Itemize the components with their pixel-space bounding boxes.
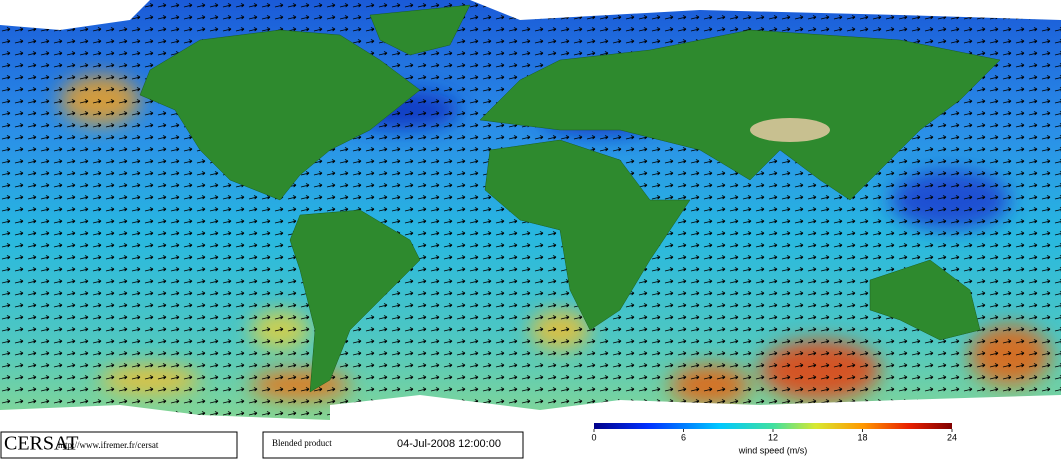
- footer: CERSAT http://www.ifremer.fr/cersat Blen…: [0, 423, 1061, 462]
- url: http://www.ifremer.fr/cersat: [58, 440, 159, 450]
- info-box: [262, 431, 524, 459]
- colorbar: [594, 423, 952, 429]
- logo: CERSAT: [4, 433, 78, 455]
- logo-box: [0, 431, 238, 459]
- product: Blended product: [272, 438, 332, 448]
- land: [139, 4, 1001, 393]
- colorbar-tick-label: 24: [947, 432, 957, 442]
- colorbar-tick-label: 0: [591, 432, 596, 442]
- ice: [0, 0, 1061, 430]
- date: 04-Jul-2008 12:00:00: [397, 438, 501, 450]
- colorbar-tick-label: 12: [768, 432, 778, 442]
- colorbar-tick-label: 6: [681, 432, 686, 442]
- colorbar-tick-label: 18: [857, 432, 867, 442]
- colorbar-label: wind speed (m/s): [738, 445, 808, 455]
